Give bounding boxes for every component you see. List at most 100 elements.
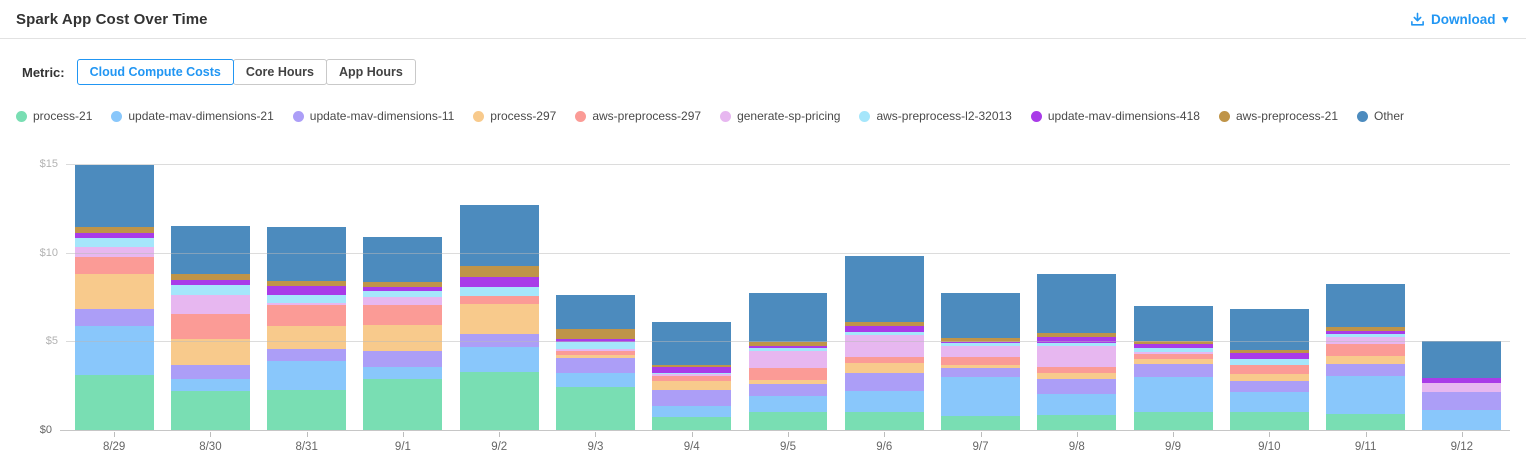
- bar-segment-other[interactable]: [652, 322, 732, 366]
- bar-segment-update-mav-dimensions-21[interactable]: [459, 346, 539, 372]
- bar-segment-update-mav-dimensions-418[interactable]: [1326, 330, 1406, 334]
- legend-item-update-mav-dimensions-21[interactable]: update-mav-dimensions-21: [111, 109, 274, 123]
- bar-segment-other[interactable]: [1133, 306, 1213, 341]
- bar-segment-update-mav-dimensions-11[interactable]: [1133, 363, 1213, 377]
- bar-segment-update-mav-dimensions-11[interactable]: [363, 351, 443, 368]
- bar-segment-update-mav-dimensions-21[interactable]: [170, 378, 250, 392]
- bar-segment-process-297[interactable]: [844, 362, 924, 374]
- bar-segment-other[interactable]: [267, 227, 347, 282]
- bar-segment-update-mav-dimensions-11[interactable]: [748, 384, 828, 397]
- metric-tab-core-hours[interactable]: Core Hours: [232, 59, 327, 85]
- bar-segment-update-mav-dimensions-11[interactable]: [941, 368, 1020, 377]
- bar-segment-update-mav-dimensions-21[interactable]: [652, 406, 732, 417]
- bar-segment-aws-preprocess-l2-32013[interactable]: [652, 372, 732, 375]
- bar-segment-other[interactable]: [1326, 283, 1406, 328]
- bar-segment-process-297[interactable]: [170, 338, 250, 366]
- bar-segment-aws-preprocess-21[interactable]: [1133, 340, 1213, 345]
- stacked-bar-9/5[interactable]: [748, 292, 828, 431]
- bar-segment-generate-sp-pricing[interactable]: [748, 351, 828, 369]
- bar-segment-generate-sp-pricing[interactable]: [652, 374, 732, 377]
- stacked-bar-9/12[interactable]: [1422, 340, 1502, 431]
- bar-segment-process-21[interactable]: [1133, 412, 1213, 431]
- bar-segment-update-mav-dimensions-21[interactable]: [267, 360, 347, 391]
- bar-segment-update-mav-dimensions-21[interactable]: [1422, 409, 1502, 431]
- bar-segment-update-mav-dimensions-21[interactable]: [363, 367, 443, 379]
- bar-segment-other[interactable]: [363, 236, 443, 283]
- stacked-bar-9/4[interactable]: [652, 322, 732, 431]
- bar-segment-aws-preprocess-21[interactable]: [1037, 332, 1117, 338]
- bar-segment-aws-preprocess-l2-32013[interactable]: [1133, 347, 1213, 353]
- bar-segment-update-mav-dimensions-11[interactable]: [459, 334, 539, 347]
- bar-segment-aws-preprocess-21[interactable]: [941, 337, 1020, 342]
- bar-segment-aws-preprocess-l2-32013[interactable]: [1037, 343, 1117, 346]
- bar-segment-generate-sp-pricing[interactable]: [267, 303, 347, 306]
- bar-segment-other[interactable]: [941, 292, 1020, 338]
- metric-tab-cloud-compute-costs[interactable]: Cloud Compute Costs: [76, 59, 234, 85]
- bar-segment-aws-preprocess-297[interactable]: [941, 357, 1020, 366]
- bar-segment-update-mav-dimensions-11[interactable]: [1326, 363, 1406, 377]
- bar-segment-process-21[interactable]: [74, 375, 154, 431]
- bar-segment-other[interactable]: [844, 255, 924, 323]
- bar-segment-update-mav-dimensions-11[interactable]: [267, 349, 347, 361]
- bar-segment-aws-preprocess-297[interactable]: [1133, 353, 1213, 360]
- bar-segment-aws-preprocess-l2-32013[interactable]: [555, 341, 635, 349]
- bar-segment-aws-preprocess-297[interactable]: [170, 314, 250, 339]
- bar-segment-aws-preprocess-l2-32013[interactable]: [170, 284, 250, 295]
- bar-segment-update-mav-dimensions-11[interactable]: [844, 373, 924, 392]
- stacked-bar-9/1[interactable]: [363, 236, 443, 431]
- stacked-bar-9/10[interactable]: [1229, 308, 1309, 431]
- stacked-bar-9/2[interactable]: [459, 204, 539, 431]
- bar-segment-aws-preprocess-21[interactable]: [363, 282, 443, 288]
- bar-segment-aws-preprocess-l2-32013[interactable]: [748, 347, 828, 352]
- bar-segment-aws-preprocess-l2-32013[interactable]: [844, 331, 924, 336]
- bar-segment-generate-sp-pricing[interactable]: [1422, 383, 1502, 393]
- bar-segment-update-mav-dimensions-418[interactable]: [363, 287, 443, 291]
- bar-segment-generate-sp-pricing[interactable]: [363, 297, 443, 306]
- stacked-bar-8/31[interactable]: [267, 227, 347, 431]
- bar-segment-generate-sp-pricing[interactable]: [1133, 352, 1213, 354]
- bar-segment-generate-sp-pricing[interactable]: [1326, 337, 1406, 345]
- bar-segment-generate-sp-pricing[interactable]: [941, 345, 1020, 358]
- bar-segment-generate-sp-pricing[interactable]: [170, 294, 250, 314]
- bar-segment-aws-preprocess-21[interactable]: [459, 266, 539, 277]
- bar-segment-process-297[interactable]: [1037, 373, 1117, 379]
- legend-item-process-21[interactable]: process-21: [16, 109, 92, 123]
- stacked-bar-9/11[interactable]: [1326, 283, 1406, 431]
- bar-segment-aws-preprocess-l2-32013[interactable]: [1229, 359, 1309, 365]
- bar-segment-aws-preprocess-297[interactable]: [1229, 364, 1309, 375]
- bar-segment-aws-preprocess-l2-32013[interactable]: [267, 294, 347, 304]
- bar-segment-other[interactable]: [74, 165, 154, 228]
- bar-segment-aws-preprocess-297[interactable]: [1037, 367, 1117, 374]
- bar-segment-other[interactable]: [1037, 274, 1117, 333]
- bar-segment-process-21[interactable]: [1229, 412, 1309, 431]
- legend-item-update-mav-dimensions-418[interactable]: update-mav-dimensions-418: [1030, 109, 1200, 123]
- bar-segment-aws-preprocess-297[interactable]: [459, 296, 539, 305]
- legend-item-update-mav-dimensions-11[interactable]: update-mav-dimensions-11: [292, 109, 454, 123]
- bar-segment-update-mav-dimensions-11[interactable]: [74, 308, 154, 327]
- bar-segment-process-21[interactable]: [748, 412, 828, 431]
- bar-segment-other[interactable]: [748, 292, 828, 343]
- legend-item-aws-preprocess-l2-32013[interactable]: aws-preprocess-l2-32013: [859, 109, 1012, 123]
- bar-segment-other[interactable]: [1422, 340, 1502, 378]
- legend-item-generate-sp-pricing[interactable]: generate-sp-pricing: [720, 109, 840, 123]
- bar-segment-aws-preprocess-297[interactable]: [363, 305, 443, 325]
- bar-segment-generate-sp-pricing[interactable]: [1037, 345, 1117, 368]
- bar-segment-process-297[interactable]: [555, 354, 635, 359]
- bar-segment-update-mav-dimensions-11[interactable]: [1422, 392, 1502, 410]
- bar-segment-aws-preprocess-l2-32013[interactable]: [941, 343, 1020, 346]
- bar-segment-aws-preprocess-l2-32013[interactable]: [363, 290, 443, 298]
- bar-segment-process-297[interactable]: [748, 379, 828, 385]
- stacked-bar-9/8[interactable]: [1037, 274, 1117, 431]
- bar-segment-aws-preprocess-297[interactable]: [74, 257, 154, 275]
- bar-segment-process-297[interactable]: [363, 324, 443, 352]
- bar-segment-aws-preprocess-21[interactable]: [170, 274, 250, 281]
- bar-segment-update-mav-dimensions-21[interactable]: [1326, 376, 1406, 415]
- stacked-bar-9/9[interactable]: [1133, 306, 1213, 431]
- bar-segment-aws-preprocess-21[interactable]: [74, 227, 154, 234]
- bar-segment-update-mav-dimensions-11[interactable]: [1037, 378, 1117, 394]
- bar-segment-update-mav-dimensions-418[interactable]: [652, 367, 732, 373]
- bar-segment-generate-sp-pricing[interactable]: [555, 348, 635, 352]
- bar-segment-aws-preprocess-l2-32013[interactable]: [1326, 333, 1406, 338]
- download-button[interactable]: Download ▾: [1410, 12, 1508, 27]
- bar-segment-process-297[interactable]: [1326, 355, 1406, 364]
